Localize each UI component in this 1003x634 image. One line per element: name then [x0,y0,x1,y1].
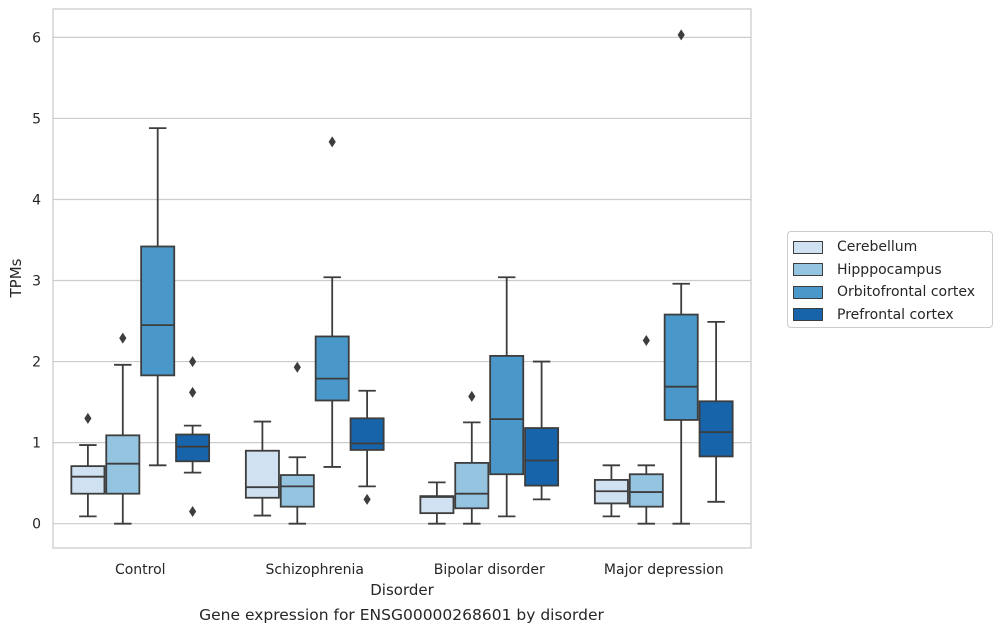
outlier-point [189,356,197,368]
legend-label: Orbitofrontal cortex [837,284,975,301]
box-prefrontal-cortex-1 [349,389,385,505]
box-iqr [140,245,176,377]
legend-item-cerebellum: Cerebellum [788,236,992,259]
box-hipppocampus-2 [454,390,490,525]
box-cerebellum-1 [244,420,280,517]
box-iqr [70,465,106,495]
box-iqr [349,417,385,451]
outlier-point [189,506,197,518]
legend-swatch [793,285,823,299]
box-iqr [489,355,525,476]
legend: Cerebellum Hipppocampus Orbitofrontal co… [787,231,993,328]
outlier-point [328,136,336,148]
legend-label: Cerebellum [837,239,918,256]
legend-label: Prefrontal cortex [837,306,954,323]
legend-item-orbitofrontal-cortex: Orbitofrontal cortex [788,281,992,304]
legend-item-hippocampus: Hipppocampus [788,259,992,282]
legend-item-prefrontal-cortex: Prefrontal cortex [788,304,992,327]
plot-frame [52,8,752,549]
box-iqr [628,473,664,508]
box-iqr [454,461,490,510]
box-iqr [279,474,315,508]
outlier-point [293,361,301,373]
box-orbitofrontal-cortex-1 [314,136,350,468]
box-iqr [524,427,560,487]
outlier-point [677,29,685,41]
outlier-point [119,332,127,344]
outlier-point [189,386,197,398]
y-tick-label: 1 [32,436,41,452]
x-tick-label: Bipolar disorder [434,562,545,578]
y-axis-ticks: 0 1 2 3 4 5 6 [32,30,41,532]
box-hipppocampus-0 [105,332,141,525]
outlier-point [468,390,476,402]
y-tick-label: 4 [32,192,41,208]
legend-swatch [793,308,823,322]
box-cerebellum-3 [593,464,629,518]
box-prefrontal-cortex-0 [175,356,211,518]
x-axis-label: Disorder [370,581,434,599]
outlier-point [84,412,92,424]
box-iqr [314,335,350,402]
box-iqr [244,449,280,499]
box-iqr [175,433,211,463]
box-orbitofrontal-cortex-3 [663,29,699,525]
box-cerebellum-2 [419,481,455,525]
box-prefrontal-cortex-2 [524,360,560,501]
y-tick-label: 0 [32,517,41,533]
legend-swatch [793,240,823,254]
box-hipppocampus-1 [279,361,315,525]
outlier-point [363,493,371,505]
box-orbitofrontal-cortex-2 [489,276,525,518]
legend-label: Hipppocampus [837,261,942,278]
y-tick-label: 2 [32,355,41,371]
x-axis-ticks: Control Schizophrenia Bipolar disorder Majo… [115,562,724,578]
y-axis-label: TPMs [7,258,25,298]
x-tick-label: Schizophrenia [266,562,364,578]
box-prefrontal-cortex-3 [698,320,734,503]
box-iqr [419,495,455,515]
y-tick-label: 5 [32,111,41,127]
y-tick-label: 6 [32,30,41,46]
box-iqr [663,313,699,421]
chart-caption: Gene expression for ENSG00000268601 by d… [199,606,604,624]
box-hipppocampus-3 [628,335,664,525]
box-iqr [698,400,734,458]
x-tick-label: Control [115,562,166,578]
x-tick-label: Major depression [604,562,724,578]
box-plot-series [70,29,734,525]
legend-swatch [793,263,823,277]
box-orbitofrontal-cortex-0 [140,127,176,467]
outlier-point [642,335,650,347]
y-tick-label: 3 [32,274,41,290]
box-cerebellum-0 [70,412,106,518]
